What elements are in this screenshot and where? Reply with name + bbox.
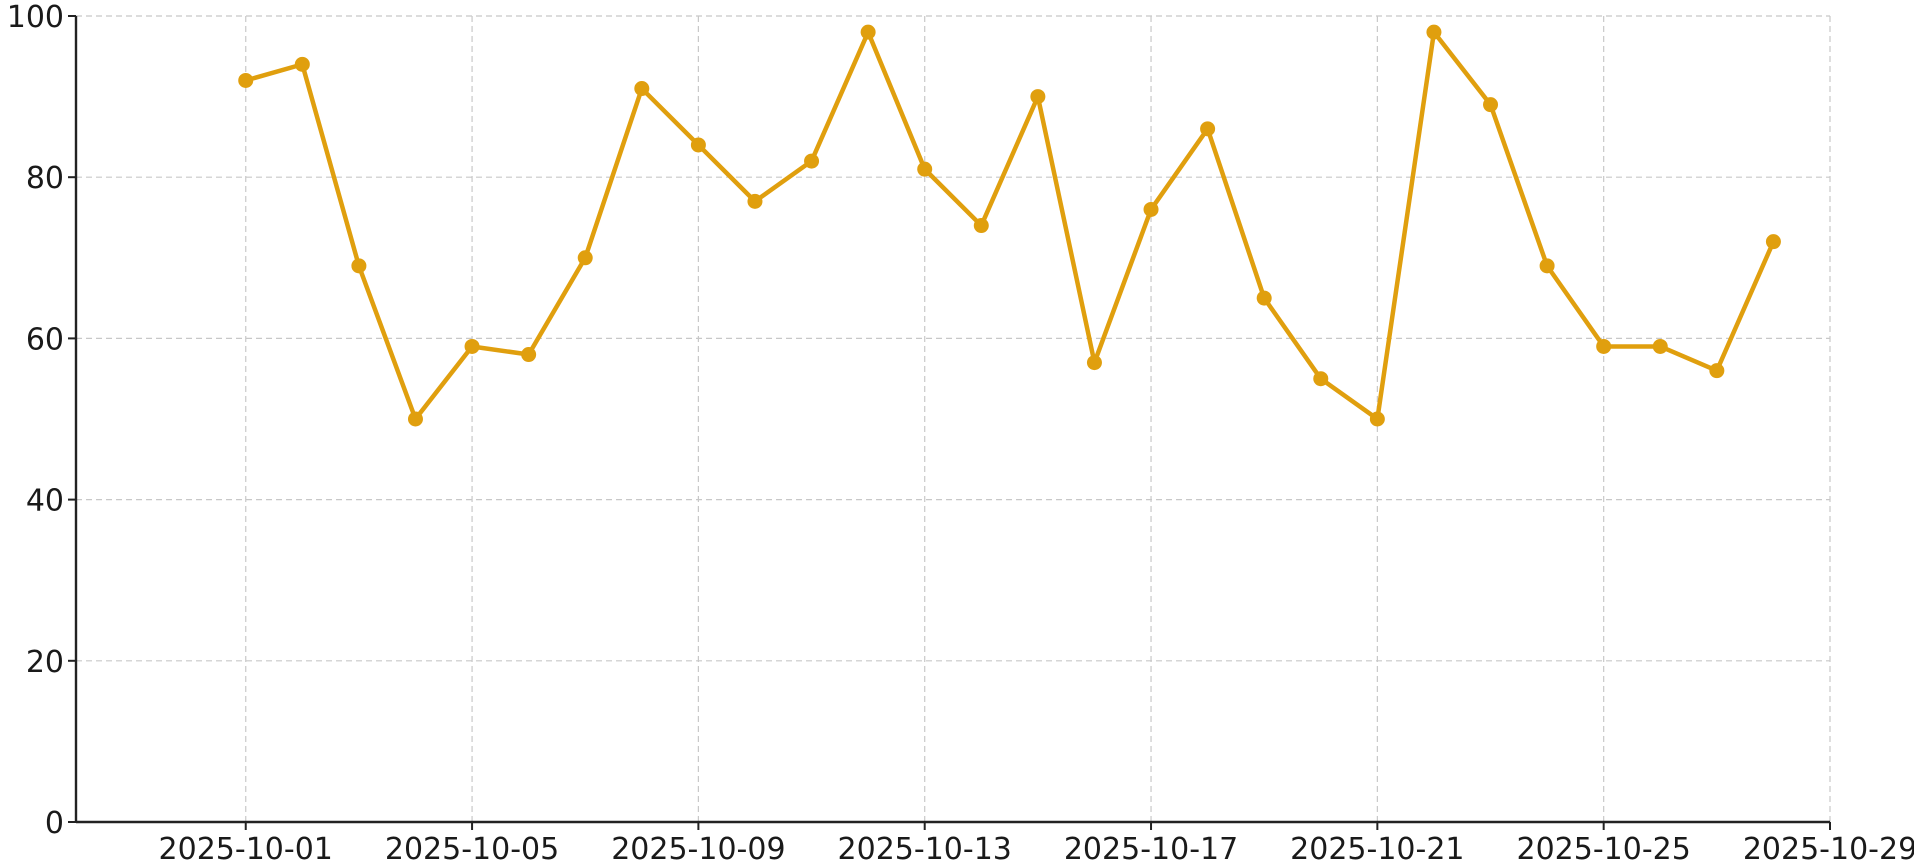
y-tick-label: 40: [26, 484, 64, 519]
data-point: [351, 258, 367, 274]
y-tick-label: 100: [7, 0, 64, 35]
x-tick-label: 2025-10-01: [159, 832, 333, 867]
data-point: [1765, 234, 1781, 250]
data-point: [577, 250, 593, 266]
y-tick-label: 80: [26, 161, 64, 196]
data-point: [1256, 290, 1272, 306]
y-tick-label: 60: [26, 322, 64, 357]
data-point: [917, 161, 933, 177]
data-point: [860, 24, 876, 40]
data-point: [1086, 355, 1102, 371]
x-tick-label: 2025-10-05: [385, 832, 559, 867]
x-tick-label: 2025-10-13: [838, 832, 1012, 867]
data-point: [1539, 258, 1555, 274]
data-point: [1143, 201, 1159, 217]
data-point: [407, 411, 423, 427]
grid: [76, 15, 1831, 822]
x-tick-label: 2025-10-17: [1064, 832, 1238, 867]
data-point: [804, 153, 820, 169]
series-line: [243, 29, 1776, 422]
data-point: [521, 347, 537, 363]
y-tick-label: 0: [45, 806, 64, 841]
data-point: [1596, 338, 1612, 354]
x-tick-label: 2025-10-25: [1516, 832, 1690, 867]
data-point: [464, 338, 480, 354]
x-tick-label: 2025-10-09: [611, 832, 785, 867]
data-point: [1483, 97, 1499, 113]
data-point: [1369, 411, 1385, 427]
x-tick-label: 2025-10-29: [1743, 832, 1914, 867]
data-point: [747, 193, 763, 209]
series-layer: [238, 24, 1781, 427]
data-point: [1030, 89, 1046, 105]
data-point: [1426, 24, 1442, 40]
x-tick-label: 2025-10-21: [1290, 832, 1464, 867]
data-point: [690, 137, 706, 153]
data-point: [973, 218, 989, 234]
axes: 2025-10-01 2025-10-05 2025-10-09 2025-10-13…: [7, 0, 1914, 867]
y-tick-label: 20: [26, 645, 64, 680]
data-point: [1313, 371, 1329, 387]
data-point: [1652, 338, 1668, 354]
data-point: [1709, 363, 1725, 379]
data-point: [634, 81, 650, 97]
data-point: [1200, 121, 1216, 137]
data-point: [294, 56, 310, 72]
data-point: [238, 72, 254, 88]
